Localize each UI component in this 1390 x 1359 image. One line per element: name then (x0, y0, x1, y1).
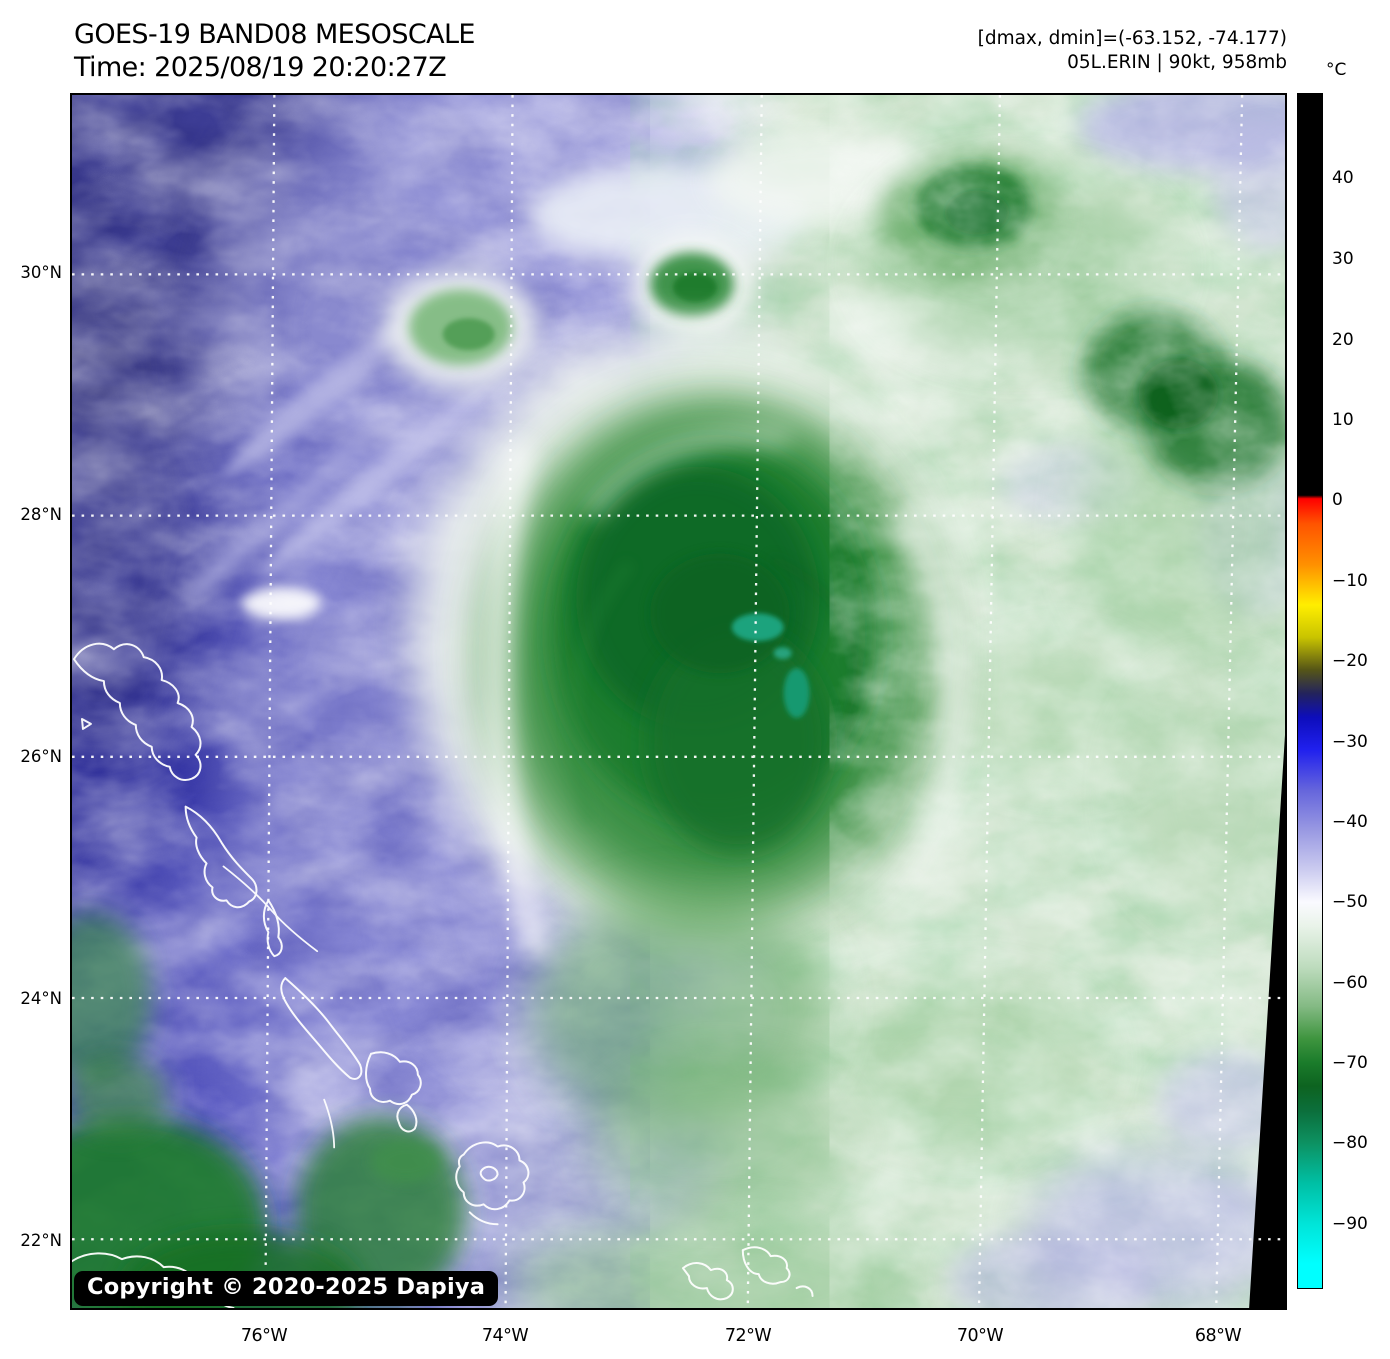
colorbar (1297, 93, 1323, 1289)
colorbar-tick-30: 30 (1332, 249, 1354, 269)
lon-axis-label-70w: 70°W (956, 1326, 1004, 1346)
colorbar-tick-m20: −20 (1332, 651, 1368, 671)
coastline-turks-c (795, 1285, 814, 1298)
lat-axis-label-26n: 26°N (20, 747, 62, 766)
colorbar-tick-m40: −40 (1332, 812, 1368, 832)
gridline-lon-76w (264, 95, 276, 1308)
coastline-ragged-chain (323, 1098, 336, 1149)
colorbar-tick-20: 20 (1332, 330, 1354, 350)
gridline-lon-72w (746, 95, 763, 1308)
gridline-lon-70w (977, 95, 1002, 1308)
coastline-turks-b (741, 1246, 791, 1285)
satellite-image (72, 95, 1285, 1308)
coastline-islet (80, 717, 92, 730)
graticule (72, 95, 1285, 1308)
coastline-turks-a (681, 1262, 734, 1301)
lat-axis-label-22n: 22°N (20, 1231, 62, 1250)
coastline-abaco (72, 642, 202, 781)
colorbar-unit-label: °C (1326, 60, 1347, 80)
coastlines (72, 642, 814, 1308)
colorbar-tick-40: 40 (1332, 168, 1354, 188)
colorbar-tick-m50: −50 (1332, 892, 1368, 912)
colorbar-tick-m60: −60 (1332, 973, 1368, 993)
header-left: GOES-19 BAND08 MESOSCALE Time: 2025/08/1… (74, 18, 475, 84)
colorbar-tick-m90: −90 (1332, 1214, 1368, 1234)
coastline-long-island (280, 977, 363, 1080)
gridline-lon-68w (1215, 95, 1244, 1308)
colorbar-tick-10: 10 (1332, 410, 1354, 430)
colorbar-tick-m80: −80 (1332, 1133, 1368, 1153)
copyright-badge: Copyright © 2020-2025 Dapiya (74, 1271, 499, 1306)
coastline-cat-island (262, 899, 283, 958)
lat-axis-label-24n: 24°N (20, 989, 62, 1008)
storm-info-label: 05L.ERIN | 90kt, 958mb (1067, 52, 1287, 73)
overshooting-top-teal (783, 668, 810, 718)
overshooting-top-teal (731, 613, 784, 642)
header-right: [dmax, dmin]=(-63.152, -74.177) 05L.ERIN… (978, 27, 1287, 75)
colorbar-tick-0: 0 (1332, 490, 1343, 510)
satellite-map: Copyright © 2020-2025 Dapiya (70, 93, 1287, 1310)
east-wisp-texture (829, 95, 1285, 1308)
lon-axis-label-72w: 72°W (724, 1326, 772, 1346)
page-title: GOES-19 BAND08 MESOSCALE (74, 19, 475, 50)
colorbar-tick-m70: −70 (1332, 1053, 1368, 1073)
coastline-crooked-acklins (365, 1051, 422, 1133)
colorbar-tick-m10: −10 (1332, 571, 1368, 591)
lon-axis-label-74w: 74°W (481, 1326, 529, 1346)
dmax-dmin-label: [dmax, dmin]=(-63.152, -74.177) (977, 28, 1287, 49)
coastline-inagua-spur (468, 1211, 499, 1226)
lat-axis-label-30n: 30°N (20, 263, 62, 282)
gridline-lon-74w (504, 95, 514, 1308)
timestamp-label: Time: 2025/08/19 20:20:27Z (74, 52, 447, 83)
coastline-exuma-chain (222, 865, 319, 953)
coastline-eleuthera (184, 805, 258, 909)
lon-axis-label-68w: 68°W (1194, 1326, 1242, 1346)
lat-axis-label-28n: 28°N (20, 505, 62, 524)
colorbar-tick-m30: −30 (1332, 732, 1368, 752)
lon-axis-label-76w: 76°W (240, 1326, 288, 1346)
colorbar-gradient (1298, 94, 1322, 1288)
coastline-inagua-caicos (455, 1141, 530, 1211)
